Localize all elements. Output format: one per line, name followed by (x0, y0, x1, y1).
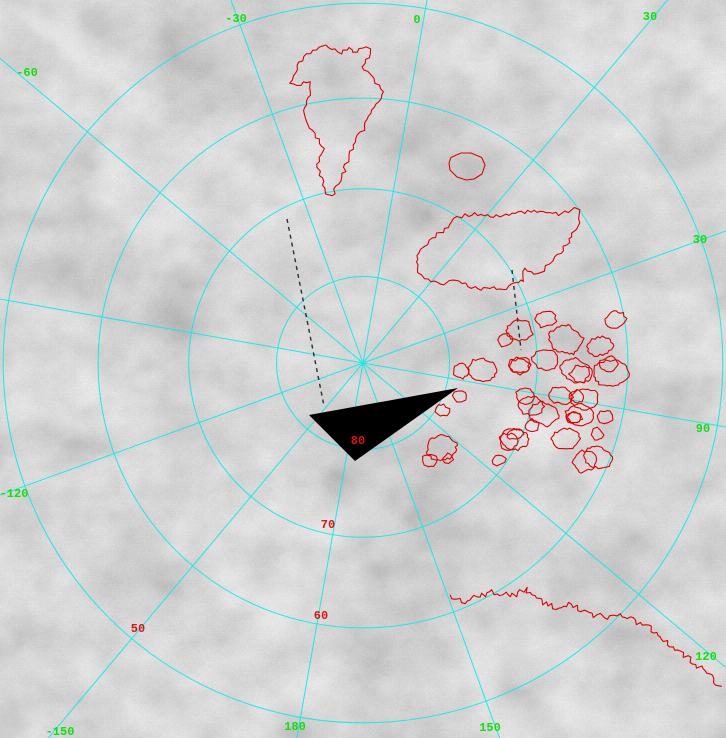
svg-text:0: 0 (413, 13, 420, 27)
svg-text:-30: -30 (225, 12, 247, 26)
svg-text:-120: -120 (0, 487, 28, 501)
svg-text:80: 80 (351, 434, 365, 448)
svg-text:-150: -150 (46, 725, 75, 738)
svg-text:150: 150 (479, 721, 501, 735)
svg-text:-60: -60 (16, 66, 38, 80)
svg-text:90: 90 (696, 422, 710, 436)
svg-text:180: 180 (284, 720, 306, 734)
svg-text:120: 120 (695, 650, 717, 664)
svg-text:30: 30 (693, 233, 707, 247)
svg-text:70: 70 (321, 518, 335, 532)
svg-text:50: 50 (131, 622, 145, 636)
svg-text:30: 30 (643, 10, 657, 24)
svg-text:60: 60 (314, 609, 328, 623)
